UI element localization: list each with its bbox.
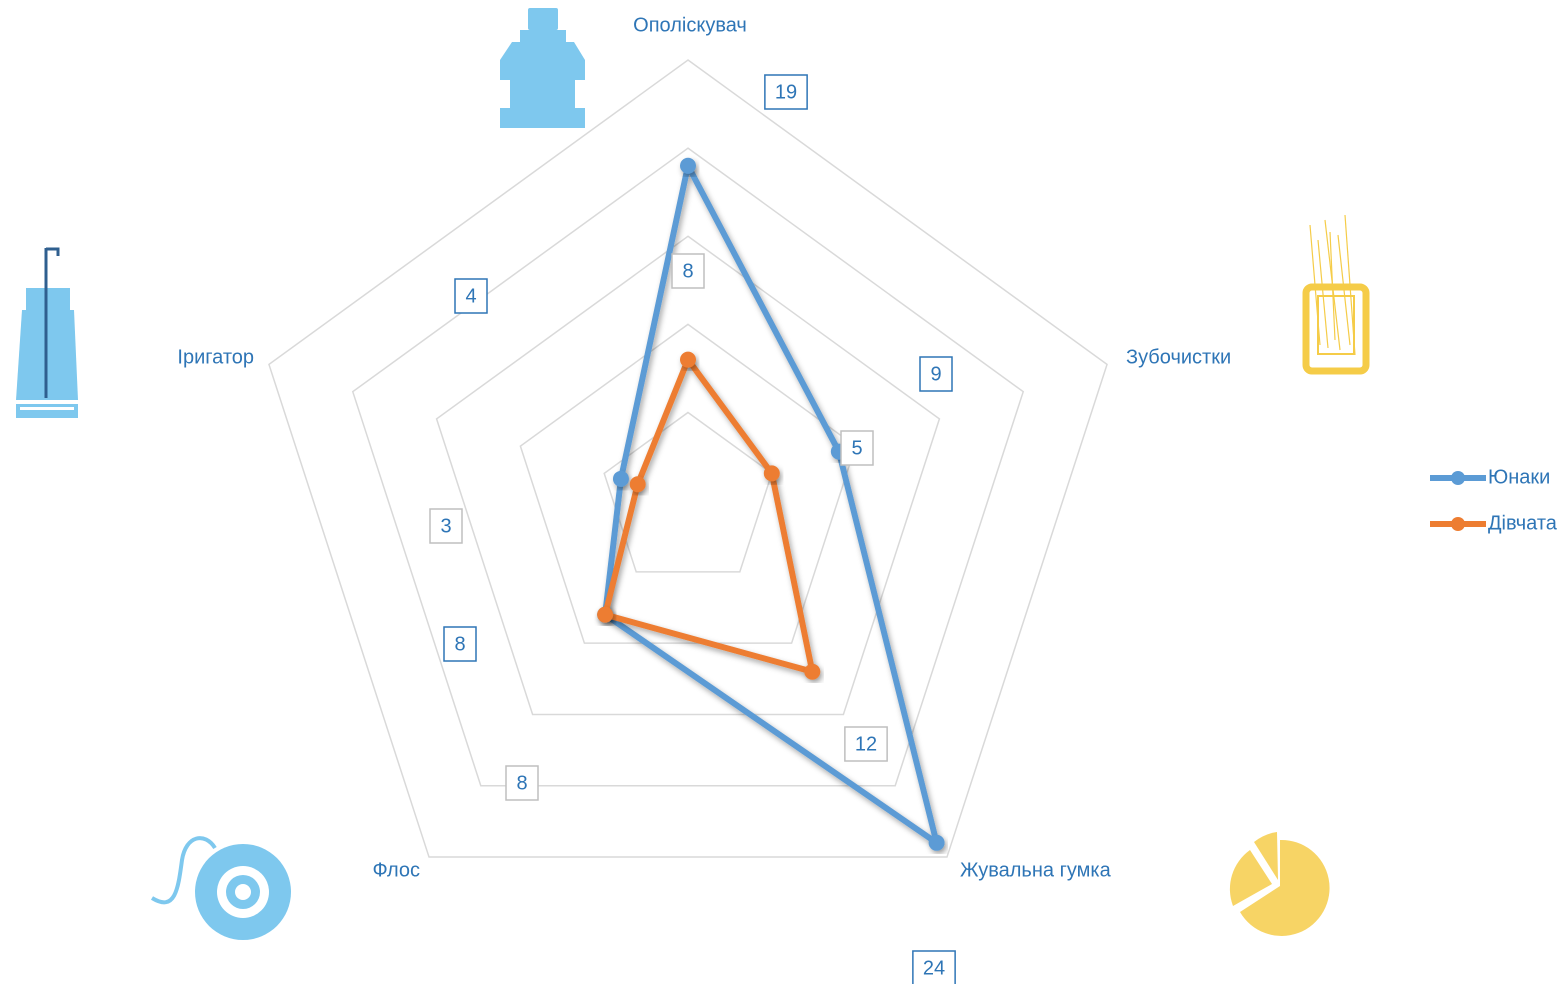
data-point bbox=[928, 834, 945, 851]
legend-marker bbox=[1451, 517, 1465, 531]
data-point bbox=[804, 663, 821, 680]
data-label-text: 4 bbox=[465, 285, 476, 307]
data-label-text: 9 bbox=[930, 363, 941, 385]
data-point bbox=[597, 606, 614, 623]
grid-ring bbox=[603, 411, 773, 573]
data-label-text: 12 bbox=[855, 733, 877, 755]
data-label: 24 bbox=[912, 950, 956, 984]
data-label-text: 5 bbox=[851, 437, 862, 459]
grid-ring bbox=[351, 147, 1025, 787]
data-label: 3 bbox=[429, 508, 463, 544]
data-label-box bbox=[443, 626, 477, 662]
data-label: 19 bbox=[764, 74, 808, 110]
data-label-box bbox=[429, 508, 463, 544]
data-label: 8 bbox=[671, 253, 705, 289]
data-label-box bbox=[844, 726, 888, 762]
data-label-box bbox=[671, 253, 705, 289]
data-point bbox=[680, 351, 696, 368]
data-label-box bbox=[919, 356, 953, 392]
data-label-text: 8 bbox=[516, 772, 527, 794]
pie-icon bbox=[1229, 832, 1330, 936]
data-label-box bbox=[840, 430, 874, 466]
data-label: 4 bbox=[454, 278, 488, 314]
series-line bbox=[602, 162, 940, 846]
data-label-text: 8 bbox=[682, 260, 693, 282]
legend-marker bbox=[1451, 471, 1465, 485]
icons bbox=[16, 8, 1370, 940]
series-line bbox=[602, 356, 816, 675]
irrigator-icon bbox=[16, 247, 78, 418]
data-label-text: 24 bbox=[923, 957, 945, 979]
grid-ring bbox=[268, 59, 1108, 858]
data-point bbox=[629, 476, 646, 493]
data-label-text: 3 bbox=[440, 515, 451, 537]
data-label: 5 bbox=[840, 430, 874, 466]
data-label-text: 19 bbox=[775, 81, 797, 103]
grid-ring bbox=[519, 323, 857, 644]
mouthwash-icon bbox=[500, 8, 585, 128]
data-label-text: 8 bbox=[454, 633, 465, 655]
data-label-box bbox=[454, 278, 488, 314]
data-label: 8 bbox=[505, 765, 539, 801]
data-label: 9 bbox=[919, 356, 953, 392]
category-label: Іригатор bbox=[177, 346, 254, 368]
data-label-box bbox=[912, 950, 956, 984]
data-label: 8 bbox=[443, 626, 477, 662]
data-label: 12 bbox=[844, 726, 888, 762]
data-point bbox=[612, 470, 629, 487]
category-label: Жувальна гумка bbox=[960, 859, 1112, 881]
floss-icon bbox=[150, 836, 291, 940]
category-label: Ополіскувач bbox=[633, 14, 747, 36]
legend-label: Юнаки bbox=[1488, 466, 1550, 488]
toothpicks-icon bbox=[1302, 214, 1370, 375]
data-point bbox=[680, 157, 696, 174]
legend-label: Дівчата bbox=[1488, 512, 1558, 534]
data-label-box bbox=[764, 74, 808, 110]
data-point bbox=[763, 465, 780, 482]
data-label-box bbox=[505, 765, 539, 801]
grid-ring bbox=[435, 235, 941, 716]
category-label: Зубочистки bbox=[1126, 346, 1231, 368]
category-label: Флос bbox=[372, 859, 420, 881]
